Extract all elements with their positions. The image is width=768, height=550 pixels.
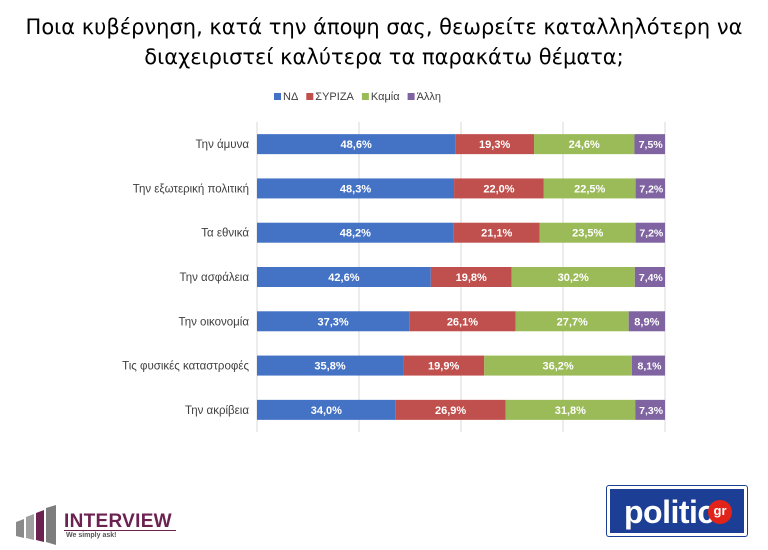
data-label: 22,0% bbox=[483, 183, 514, 195]
data-label: 30,2% bbox=[558, 272, 589, 284]
politic-logo-gr-badge: gr bbox=[708, 500, 732, 524]
bar-3 bbox=[631, 355, 665, 376]
data-label: 26,1% bbox=[447, 316, 478, 328]
data-label: 7,4% bbox=[639, 272, 664, 284]
bar-0 bbox=[257, 311, 410, 332]
data-label: 23,5% bbox=[572, 228, 603, 240]
data-label: 31,8% bbox=[555, 405, 586, 417]
data-label: 42,6% bbox=[328, 272, 359, 284]
bar-0 bbox=[257, 134, 456, 155]
data-label: 8,9% bbox=[634, 316, 659, 328]
bar-1 bbox=[455, 134, 535, 155]
bar-3 bbox=[635, 399, 665, 420]
data-label: 35,8% bbox=[314, 361, 345, 373]
data-label: 19,9% bbox=[428, 361, 459, 373]
bar-1 bbox=[403, 355, 485, 376]
legend-swatch-0 bbox=[274, 93, 281, 100]
bar-3 bbox=[628, 311, 665, 332]
data-label: 7,2% bbox=[639, 183, 664, 195]
data-label: 48,3% bbox=[340, 183, 371, 195]
interview-logo-tagline: We simply ask! bbox=[66, 532, 117, 539]
legend-swatch-2 bbox=[361, 93, 369, 100]
legend-label-2: Καμία bbox=[371, 91, 400, 103]
legend-swatch-1 bbox=[306, 93, 314, 100]
category-label: Τα εθνικά bbox=[201, 228, 249, 240]
bar-0 bbox=[257, 399, 396, 420]
interview-logo-divider bbox=[64, 530, 176, 531]
bar-2 bbox=[511, 267, 635, 287]
bar-2 bbox=[484, 355, 632, 376]
data-label: 24,6% bbox=[569, 139, 600, 151]
data-label: 34,0% bbox=[311, 405, 342, 417]
category-label: Την άμυνα bbox=[196, 139, 250, 151]
data-label: 48,6% bbox=[341, 139, 372, 151]
data-label: 7,5% bbox=[639, 139, 664, 151]
legend-label-3: Άλλη bbox=[417, 91, 441, 103]
data-label: 8,1% bbox=[638, 361, 663, 373]
chart-title-line-2: διαχειριστεί καλύτερα τα παρακάτω θέματα… bbox=[144, 45, 624, 69]
politic-logo-text: politic bbox=[624, 494, 715, 530]
legend-label-1: ΣΥΡΙΖΑ bbox=[315, 91, 354, 103]
bar-2 bbox=[505, 399, 636, 420]
legend-swatch-3 bbox=[407, 93, 415, 100]
bar-1 bbox=[430, 267, 512, 287]
data-label: 37,3% bbox=[317, 316, 348, 328]
bar-2 bbox=[515, 311, 629, 332]
bar-2 bbox=[539, 222, 636, 243]
bar-1 bbox=[454, 178, 544, 199]
category-label: Την εξωτερική πολιτική bbox=[133, 183, 249, 195]
bar-1 bbox=[395, 399, 506, 420]
category-label: Την ασφάλεια bbox=[180, 272, 250, 284]
bar-0 bbox=[257, 267, 431, 287]
chart-title: Ποια κυβέρνηση, κατά την άποψη σας, θεωρ… bbox=[0, 12, 768, 72]
data-label: 27,7% bbox=[557, 316, 588, 328]
data-label: 19,3% bbox=[479, 139, 510, 151]
bar-1 bbox=[453, 222, 540, 243]
legend-label-0: ΝΔ bbox=[283, 91, 299, 103]
bar-0 bbox=[257, 222, 454, 243]
interview-logo-text: INTERVIEW bbox=[64, 511, 172, 532]
data-label: 48,2% bbox=[340, 228, 371, 240]
data-label: 21,1% bbox=[481, 228, 512, 240]
category-label: Την ακρίβεια bbox=[185, 405, 249, 417]
bar-3 bbox=[635, 222, 665, 243]
data-label: 26,9% bbox=[435, 405, 466, 417]
bar-3 bbox=[634, 267, 665, 287]
bar-3 bbox=[634, 134, 665, 155]
bar-0 bbox=[257, 178, 455, 199]
bar-2 bbox=[543, 178, 636, 199]
data-label: 7,3% bbox=[639, 405, 664, 417]
chart-title-line-1: Ποια κυβέρνηση, κατά την άποψη σας, θεωρ… bbox=[25, 15, 743, 39]
data-label: 7,2% bbox=[639, 228, 664, 240]
stacked-bar-chart: ΝΔ ΣΥΡΙΖΑ Καμία Άλλη Την άμυνα 48,6% 19,3% 24,6… bbox=[122, 91, 666, 432]
data-label: 19,8% bbox=[456, 272, 487, 284]
data-label: 22,5% bbox=[574, 183, 605, 195]
category-label: Τις φυσικές καταστροφές bbox=[122, 361, 249, 373]
data-label: 36,2% bbox=[543, 361, 574, 373]
category-label: Την οικονομία bbox=[179, 316, 250, 328]
bar-0 bbox=[257, 355, 404, 376]
bar-1 bbox=[409, 311, 516, 332]
bar-2 bbox=[534, 134, 635, 155]
interview-logo-mark-icon bbox=[16, 505, 56, 545]
bar-3 bbox=[635, 178, 665, 199]
politic-logo: politic gr bbox=[607, 486, 747, 536]
